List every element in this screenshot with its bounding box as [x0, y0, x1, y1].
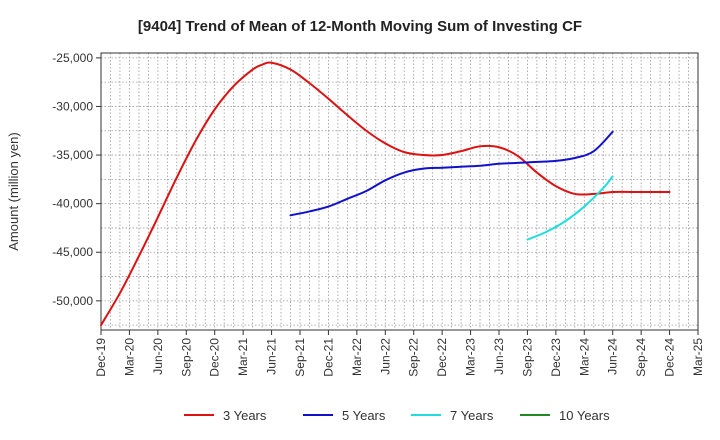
x-tick-label: Jun-22	[378, 338, 392, 375]
y-tick-label: -50,000	[52, 294, 93, 308]
x-tick-label: Mar-24	[577, 338, 591, 376]
series-line-5-years	[289, 130, 614, 217]
x-tick-label: Sep-21	[293, 338, 307, 377]
y-axis-label: Amount (million yen)	[6, 132, 21, 251]
x-tick-label: Dec-22	[435, 338, 449, 377]
x-tick-label: Dec-23	[549, 338, 563, 377]
x-tick-label: Sep-22	[407, 338, 421, 377]
y-tick-label: -25,000	[52, 51, 93, 65]
x-tick-label: Dec-20	[208, 338, 222, 377]
x-tick-label: Mar-22	[350, 338, 364, 376]
x-tick-label: Dec-21	[321, 338, 335, 377]
y-tick-label: -30,000	[52, 99, 93, 113]
x-tick-label: Jun-20	[151, 338, 165, 375]
legend: 3 Years 5 Years 7 Years 10 Years	[184, 408, 610, 423]
legend-label-5-years: 5 Years	[342, 408, 386, 423]
y-tick-label: -35,000	[52, 148, 93, 162]
plot-area	[100, 52, 699, 331]
series-line-7-years	[526, 175, 614, 241]
x-tick-label: Jun-24	[606, 338, 620, 375]
x-axis: Dec-19 Mar-20 Jun-20 Sep-20 Dec-20 Mar-21 Jun-…	[94, 330, 705, 377]
y-axis: -25,000 -30,000 -35,000 -40,000 -45,000 -50,0…	[52, 51, 101, 308]
x-tick-label: Mar-23	[464, 338, 478, 376]
x-tick-label: Mar-25	[691, 338, 705, 376]
grid	[101, 53, 698, 330]
series-line-3-years	[100, 61, 671, 327]
x-tick-label: Sep-20	[179, 338, 193, 377]
legend-label-3-years: 3 Years	[223, 408, 267, 423]
x-tick-label: Sep-24	[634, 338, 648, 377]
x-tick-label: Jun-23	[492, 338, 506, 375]
legend-label-10-years: 10 Years	[559, 408, 610, 423]
legend-label-7-years: 7 Years	[450, 408, 494, 423]
x-tick-label: Dec-19	[94, 338, 108, 377]
x-tick-label: Jun-21	[265, 338, 279, 375]
x-tick-label: Sep-23	[520, 338, 534, 377]
chart-title: [9404] Trend of Mean of 12-Month Moving …	[138, 18, 582, 35]
y-tick-label: -40,000	[52, 197, 93, 211]
x-tick-label: Mar-21	[236, 338, 250, 376]
y-tick-label: -45,000	[52, 245, 93, 259]
x-tick-label: Mar-20	[122, 338, 136, 376]
x-tick-label: Dec-24	[663, 338, 677, 377]
series-group	[100, 61, 671, 327]
